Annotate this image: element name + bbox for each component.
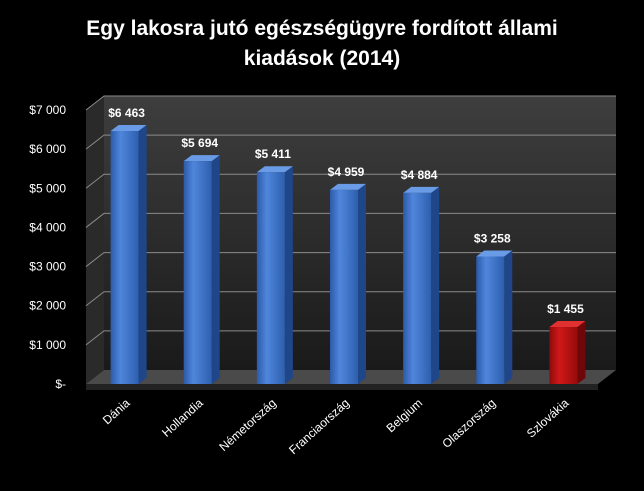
- bar-side: [358, 183, 366, 384]
- y-tick-label: $3 000: [29, 260, 66, 274]
- gridline: [85, 134, 616, 150]
- gridline: [85, 252, 616, 267]
- data-label: $5 694: [181, 136, 218, 150]
- bar: [549, 321, 586, 384]
- bar: [330, 183, 366, 384]
- y-tick-label: $-: [55, 377, 66, 391]
- bar-top: [330, 183, 366, 190]
- gridline: [85, 291, 616, 307]
- bar-side: [211, 155, 220, 384]
- bar-side: [138, 125, 147, 384]
- y-tick-label: $4 000: [29, 220, 66, 234]
- data-label: $4 884: [401, 168, 438, 182]
- chart-title-line-1: Egy lakosra jutó egészségügyre fordított…: [86, 17, 558, 40]
- bar: [403, 186, 440, 384]
- floor-edge: [86, 384, 598, 390]
- bar-front: [183, 161, 212, 384]
- bar-front: [403, 192, 432, 384]
- bar-top: [476, 250, 513, 257]
- bar: [110, 125, 147, 384]
- bar: [256, 166, 293, 384]
- x-tick-label: Szlovákia: [524, 396, 572, 441]
- bar-front: [110, 131, 139, 384]
- gridline: [85, 95, 616, 111]
- x-tick-label: Olaszország: [439, 396, 498, 451]
- data-label: $1 455: [547, 302, 584, 316]
- gridline: [85, 173, 616, 189]
- gridline: [85, 212, 616, 228]
- chart-title-line-2: kiadások (2014): [243, 47, 401, 70]
- data-label: $3 258: [474, 231, 511, 245]
- bar-front: [256, 172, 285, 384]
- bar: [476, 250, 513, 384]
- bar: [183, 155, 220, 384]
- data-label: $4 959: [328, 165, 365, 179]
- bar-top: [256, 166, 293, 173]
- gridline: [85, 330, 616, 346]
- bar-top: [549, 321, 586, 328]
- y-tick-label: $7 000: [29, 103, 66, 117]
- y-tick-label: $1 000: [29, 338, 66, 352]
- bar-front: [549, 327, 578, 384]
- x-tick-label: Dánia: [100, 396, 133, 428]
- x-tick-label: Németország: [216, 396, 278, 454]
- bar-front: [476, 256, 505, 384]
- x-tick-label: Belgium: [384, 396, 426, 435]
- x-tick-label: Franciaország: [286, 396, 352, 457]
- x-tick-label: Hollandia: [159, 396, 206, 440]
- bar-top: [110, 125, 147, 132]
- bar-side: [577, 321, 586, 384]
- y-tick-label: $5 000: [29, 181, 66, 195]
- bar-side: [284, 166, 293, 384]
- data-label: $5 411: [255, 147, 291, 161]
- y-tick-label: $6 000: [29, 142, 66, 156]
- bar-top: [183, 155, 220, 162]
- bar-side: [504, 250, 513, 384]
- side-wall: [86, 96, 104, 384]
- y-tick-label: $2 000: [29, 299, 66, 313]
- bar-side: [431, 186, 440, 384]
- data-label: $6 463: [108, 106, 145, 120]
- bar-front: [330, 189, 358, 384]
- bar-top: [403, 186, 440, 193]
